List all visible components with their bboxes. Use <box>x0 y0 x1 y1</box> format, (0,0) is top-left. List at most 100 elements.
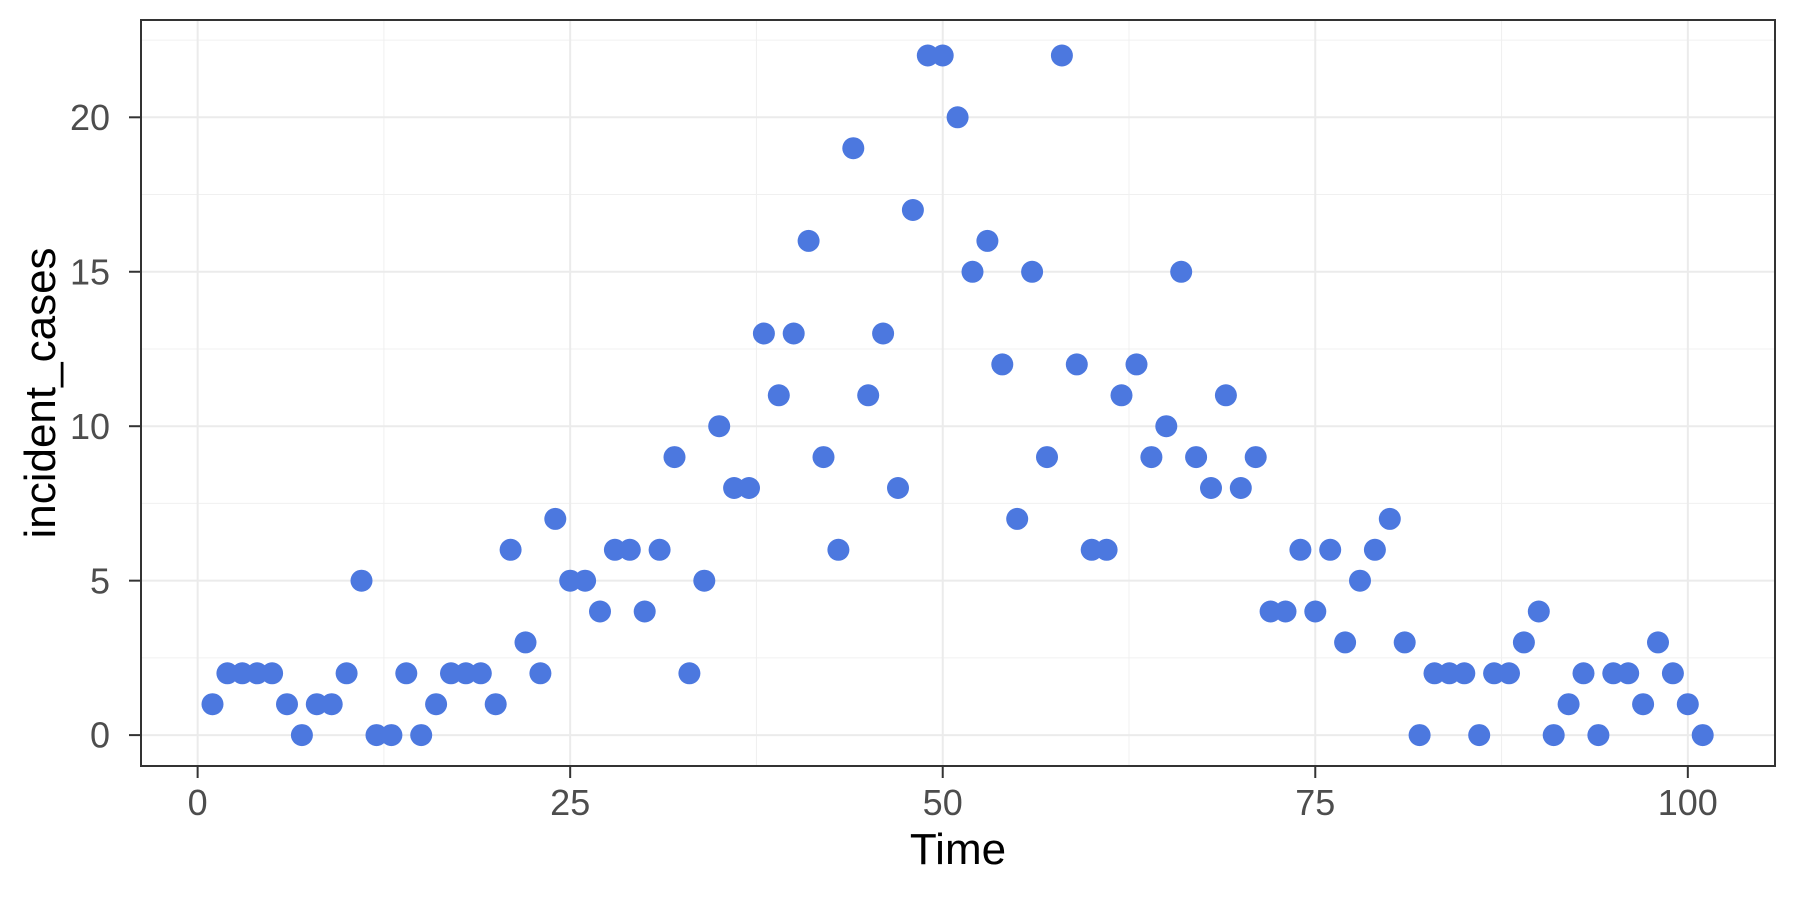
data-points <box>201 44 1714 747</box>
data-point <box>812 446 835 469</box>
data-point <box>678 662 701 685</box>
data-point <box>1527 600 1550 623</box>
data-point <box>410 724 433 747</box>
data-point <box>1140 446 1163 469</box>
data-point <box>708 415 731 438</box>
y-axis-ticks <box>129 116 141 737</box>
x-tick-label: 100 <box>1658 782 1718 823</box>
data-point <box>1200 477 1222 499</box>
data-point <box>1170 260 1193 283</box>
data-point <box>1244 446 1267 469</box>
data-point <box>1334 631 1357 654</box>
data-point <box>872 322 895 345</box>
y-tick-label: 20 <box>70 97 110 138</box>
data-point <box>767 384 790 407</box>
y-tick-label: 5 <box>90 560 110 601</box>
x-axis-title: Time <box>910 825 1006 874</box>
plot-panel <box>141 20 1775 766</box>
data-point <box>1185 446 1208 469</box>
data-point <box>842 137 865 160</box>
data-point <box>1363 538 1386 561</box>
data-point <box>380 724 403 747</box>
data-point <box>1647 631 1669 654</box>
data-point <box>1155 415 1178 438</box>
data-point <box>1498 662 1520 685</box>
data-point <box>931 44 954 67</box>
data-point <box>1617 662 1640 685</box>
x-tick-label: 75 <box>1295 782 1335 823</box>
grid-minor <box>141 20 1775 766</box>
data-point <box>1542 724 1565 747</box>
data-point <box>499 538 522 561</box>
data-point <box>827 538 850 561</box>
data-point <box>782 322 805 345</box>
data-point <box>1065 353 1088 376</box>
data-point <box>1006 507 1029 530</box>
data-point <box>991 353 1014 376</box>
data-point <box>693 569 716 592</box>
data-point <box>1021 260 1044 283</box>
data-point <box>738 477 760 499</box>
x-tick-label: 50 <box>923 782 963 823</box>
data-point <box>276 693 298 716</box>
data-point <box>1676 693 1699 716</box>
data-point <box>544 507 567 530</box>
data-point <box>1453 662 1476 685</box>
data-point <box>529 662 552 685</box>
data-point <box>961 260 984 283</box>
data-point <box>1289 538 1312 561</box>
x-axis-tick-labels: 0 25 50 75 100 <box>188 782 1718 823</box>
data-point <box>1125 353 1148 376</box>
y-tick-label: 10 <box>70 406 110 447</box>
data-point <box>1229 477 1252 499</box>
data-point <box>797 229 820 252</box>
data-point <box>1036 446 1058 469</box>
y-axis-tick-labels: 0 5 10 15 20 <box>70 97 110 756</box>
data-point <box>752 322 775 345</box>
data-point <box>469 662 492 685</box>
data-point <box>976 229 999 252</box>
data-point <box>1632 693 1655 716</box>
grid-major <box>141 20 1775 766</box>
data-point <box>946 106 969 129</box>
data-point <box>901 199 924 221</box>
data-point <box>395 662 418 685</box>
data-point <box>648 538 671 561</box>
panel-border <box>140 19 1776 767</box>
data-point <box>1468 724 1491 747</box>
data-point <box>261 662 284 685</box>
data-point <box>335 662 358 685</box>
data-point <box>1393 631 1416 654</box>
data-point <box>1095 538 1118 561</box>
x-axis-ticks <box>196 766 1689 778</box>
data-point <box>1572 662 1595 685</box>
data-point <box>1512 631 1535 654</box>
y-tick-label: 0 <box>90 715 110 756</box>
data-point <box>484 693 507 716</box>
data-point <box>514 631 537 654</box>
data-point <box>1214 384 1237 407</box>
data-point <box>887 477 909 499</box>
y-tick-label: 15 <box>70 251 110 292</box>
data-point <box>663 446 686 469</box>
data-point <box>1691 724 1714 747</box>
data-point <box>1110 384 1133 407</box>
data-point <box>1408 724 1431 747</box>
data-point <box>1378 507 1401 530</box>
data-point <box>1587 724 1610 747</box>
data-point <box>618 538 641 561</box>
data-point <box>320 693 343 716</box>
data-point <box>1050 44 1073 67</box>
x-tick-label: 0 <box>188 782 208 823</box>
y-axis-title: incident_cases <box>16 247 65 538</box>
data-point <box>857 384 880 407</box>
data-point <box>425 693 448 716</box>
data-point <box>574 569 597 592</box>
data-point <box>589 600 611 623</box>
data-point <box>1349 569 1371 592</box>
data-point <box>633 600 656 623</box>
data-point <box>1319 538 1342 561</box>
x-tick-label: 25 <box>550 782 590 823</box>
